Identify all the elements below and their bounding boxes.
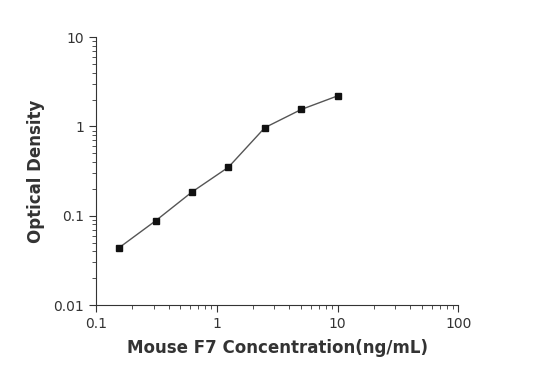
Y-axis label: Optical Density: Optical Density: [27, 99, 45, 243]
X-axis label: Mouse F7 Concentration(ng/mL): Mouse F7 Concentration(ng/mL): [127, 339, 427, 357]
